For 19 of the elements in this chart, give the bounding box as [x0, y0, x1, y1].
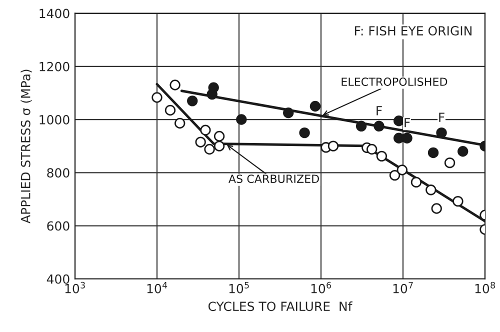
x-tick-label: 10$^{6}$: [311, 282, 332, 294]
x-axis-title: CYCLES TO FAILURE Nf: [208, 301, 352, 312]
x-tick-label: 10$^{7}$: [393, 282, 413, 294]
text: AS CARBURIZED: [228, 174, 319, 184]
y-tick-label: 1400: [40, 8, 70, 18]
y-tick-label: 800: [47, 168, 70, 178]
annotation: F: FISH EYE ORIGIN: [354, 26, 472, 36]
y-tick-label: 1000: [40, 114, 70, 124]
y-tick-label: 600: [47, 221, 70, 231]
x-tick-label: 10$^{8}$: [475, 282, 495, 294]
y-tick-label: 400: [46, 274, 70, 284]
y-tick-label: 1200: [40, 62, 70, 72]
annotation: F: [439, 112, 444, 122]
x-tick-label: 10$^{4}$: [147, 282, 168, 294]
annotation: F: [376, 106, 382, 116]
annotation: F: [404, 118, 410, 128]
x-tick-label: 10$^{5}$: [229, 282, 249, 294]
text: ELECTROPOLISHED: [342, 78, 448, 86]
y-axis-title: APPLIED STRESS σ (MPa): [20, 70, 32, 224]
